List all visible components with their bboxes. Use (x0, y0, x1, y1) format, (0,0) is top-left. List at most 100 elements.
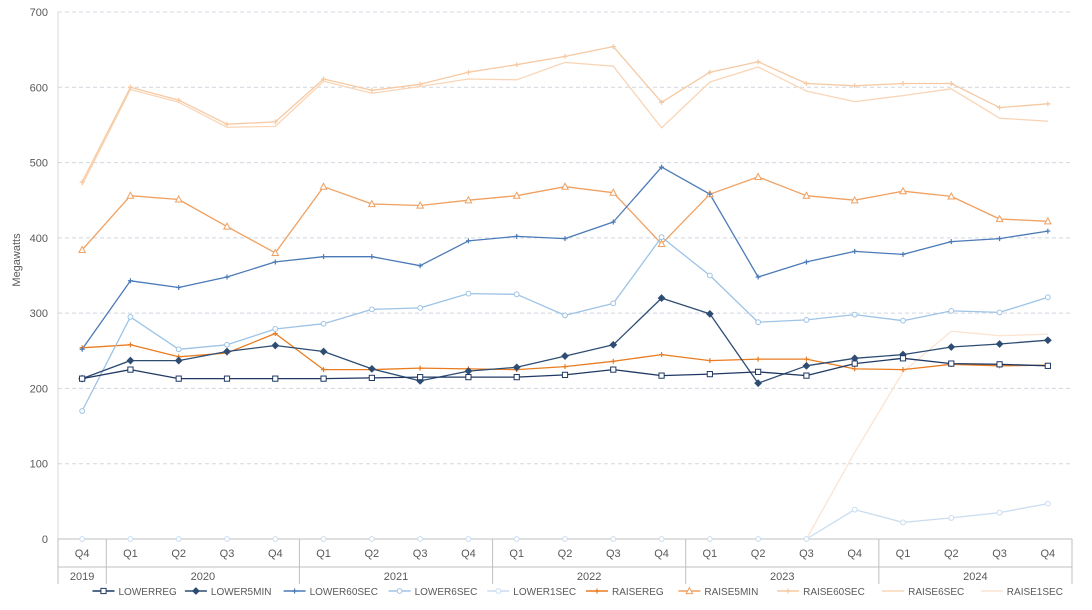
y-tick-label: 400 (30, 233, 48, 245)
data-point (657, 239, 666, 247)
x-tick-label: Q4 (1041, 548, 1056, 560)
data-point (852, 83, 858, 89)
data-point (947, 343, 956, 351)
data-point (947, 191, 956, 200)
data-point (465, 374, 472, 381)
data-point (899, 355, 907, 362)
data-point (513, 536, 520, 542)
data-point (369, 254, 375, 260)
data-point (126, 356, 135, 365)
x-tick-label: Q4 (654, 548, 669, 560)
x-tick-label: Q3 (799, 548, 814, 560)
data-point (561, 371, 569, 378)
data-point (610, 300, 617, 307)
x-tick-label: Q4 (75, 548, 90, 560)
data-point (416, 201, 425, 209)
zero-markers (79, 536, 762, 542)
data-point (319, 347, 328, 356)
data-point (1045, 101, 1051, 107)
data-point (610, 219, 616, 225)
data-point (996, 509, 1003, 516)
data-point (1044, 500, 1051, 507)
year-label: 2021 (384, 571, 408, 583)
markers-raise60sec (79, 44, 1051, 185)
x-tick-label: Q2 (558, 548, 573, 560)
legend-label: RAISE5MIN (704, 587, 758, 598)
data-point (79, 408, 86, 414)
legend-label: LOWER5MIN (211, 587, 272, 598)
data-point (754, 379, 763, 388)
data-point (79, 179, 85, 185)
data-point (320, 536, 327, 542)
data-point (900, 317, 906, 324)
legend-item-raise1sec: RAISE1SEC (980, 587, 1063, 598)
data-point (803, 317, 810, 323)
x-tick-label: Q2 (944, 548, 959, 560)
markers-raise5min (78, 172, 1052, 257)
data-point (706, 371, 713, 378)
data-point (127, 84, 133, 90)
data-point (417, 536, 424, 542)
data-point (1044, 294, 1051, 301)
legend-item-lower1sec: LOWER1SEC (487, 587, 576, 598)
data-point (176, 97, 182, 103)
data-point (175, 346, 182, 353)
data-point (223, 375, 231, 382)
data-point (1043, 216, 1052, 225)
y-tick-label: 0 (42, 534, 48, 546)
data-point (417, 81, 423, 87)
markers-lower1sec (803, 500, 1051, 542)
data-point (948, 515, 955, 521)
data-point (803, 536, 810, 542)
data-point (271, 248, 280, 257)
data-point (271, 341, 280, 350)
data-point (495, 588, 502, 594)
data-point (562, 364, 568, 370)
data-point (127, 314, 134, 320)
data-point (224, 341, 230, 348)
data-point (1044, 362, 1051, 369)
data-point (948, 239, 954, 245)
legend-item-raise5min: RAISE5MIN (678, 586, 758, 598)
year-label: 2019 (70, 571, 94, 583)
data-point (514, 233, 520, 239)
data-point (754, 172, 763, 180)
data-point (948, 307, 955, 314)
year-label: 2020 (191, 571, 215, 583)
x-tick-label: Q1 (509, 548, 524, 560)
data-point (127, 536, 134, 542)
data-point (610, 536, 617, 542)
data-point (610, 366, 617, 373)
series-line-raise6sec (81, 61, 1048, 186)
legend-item-lowerreg: LOWERREG (92, 587, 178, 598)
data-point (174, 194, 183, 203)
data-point (320, 320, 327, 327)
data-point (512, 363, 521, 372)
data-point (755, 368, 762, 375)
data-point (707, 191, 713, 197)
data-point (995, 214, 1004, 223)
data-point (996, 361, 1003, 368)
legend-label: RAISEREG (612, 587, 664, 598)
year-label: 2023 (770, 571, 794, 583)
data-point (79, 346, 85, 352)
legend-label: LOWERREG (119, 587, 178, 598)
data-point (755, 536, 762, 542)
y-tick-label: 500 (30, 158, 48, 170)
data-point (465, 536, 472, 542)
series-line-raise60sec (81, 45, 1048, 183)
data-point (465, 238, 471, 244)
data-point (852, 248, 858, 254)
data-point (996, 309, 1003, 316)
data-point (562, 53, 568, 59)
data-point (417, 263, 423, 269)
year-label: 2024 (963, 571, 987, 583)
data-point (898, 186, 908, 195)
data-point (127, 342, 133, 348)
x-tick-label: Q3 (413, 548, 428, 560)
data-point (997, 105, 1003, 111)
data-point (320, 375, 327, 382)
data-point (562, 236, 568, 242)
x-tick-label: Q4 (847, 548, 862, 560)
